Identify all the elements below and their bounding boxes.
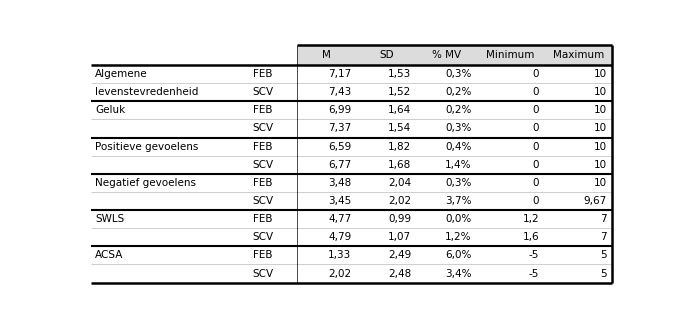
Text: Maximum: Maximum bbox=[553, 50, 604, 60]
Text: 10: 10 bbox=[593, 160, 606, 170]
Text: 0,2%: 0,2% bbox=[445, 87, 471, 97]
Text: ACSA: ACSA bbox=[95, 250, 123, 260]
Text: 10: 10 bbox=[593, 178, 606, 188]
Text: FEB: FEB bbox=[252, 105, 272, 115]
Text: 7,37: 7,37 bbox=[328, 123, 351, 133]
Text: SCV: SCV bbox=[252, 160, 274, 170]
Text: 7: 7 bbox=[600, 214, 606, 224]
Text: SCV: SCV bbox=[252, 123, 274, 133]
Text: 0: 0 bbox=[532, 123, 539, 133]
Text: 10: 10 bbox=[593, 105, 606, 115]
Text: 1,54: 1,54 bbox=[388, 123, 412, 133]
Text: 0: 0 bbox=[532, 196, 539, 206]
Text: % MV: % MV bbox=[432, 50, 461, 60]
Text: 1,53: 1,53 bbox=[388, 69, 412, 79]
Text: Geluk: Geluk bbox=[95, 105, 126, 115]
Text: 4,77: 4,77 bbox=[328, 214, 351, 224]
Text: 6,59: 6,59 bbox=[328, 142, 351, 152]
Text: 0,3%: 0,3% bbox=[445, 123, 471, 133]
Text: FEB: FEB bbox=[252, 214, 272, 224]
Text: 1,52: 1,52 bbox=[388, 87, 412, 97]
Text: SD: SD bbox=[379, 50, 394, 60]
Text: Algemene: Algemene bbox=[95, 69, 148, 79]
Text: 3,4%: 3,4% bbox=[445, 268, 471, 279]
Text: 0,0%: 0,0% bbox=[445, 214, 471, 224]
Text: 5: 5 bbox=[600, 250, 606, 260]
Text: 2,02: 2,02 bbox=[388, 196, 412, 206]
Text: 10: 10 bbox=[593, 123, 606, 133]
Text: 7,17: 7,17 bbox=[328, 69, 351, 79]
Text: 3,48: 3,48 bbox=[328, 178, 351, 188]
Text: 7: 7 bbox=[600, 232, 606, 242]
Text: SCV: SCV bbox=[252, 232, 274, 242]
Text: 6,99: 6,99 bbox=[328, 105, 351, 115]
Text: 1,2: 1,2 bbox=[523, 214, 539, 224]
Text: 7,43: 7,43 bbox=[328, 87, 351, 97]
Text: 1,68: 1,68 bbox=[388, 160, 412, 170]
Text: 1,82: 1,82 bbox=[388, 142, 412, 152]
Text: 0: 0 bbox=[532, 87, 539, 97]
Text: 0: 0 bbox=[532, 69, 539, 79]
Bar bbox=[297, 45, 612, 65]
Text: -5: -5 bbox=[529, 250, 539, 260]
Text: 10: 10 bbox=[593, 87, 606, 97]
Text: 5: 5 bbox=[600, 268, 606, 279]
Text: FEB: FEB bbox=[252, 69, 272, 79]
Text: levenstevredenheid: levenstevredenheid bbox=[95, 87, 199, 97]
Text: FEB: FEB bbox=[252, 142, 272, 152]
Text: 0: 0 bbox=[532, 142, 539, 152]
Text: 2,02: 2,02 bbox=[329, 268, 351, 279]
Text: 1,2%: 1,2% bbox=[445, 232, 471, 242]
Text: 0: 0 bbox=[532, 178, 539, 188]
Text: 0: 0 bbox=[532, 105, 539, 115]
Text: SWLS: SWLS bbox=[95, 214, 125, 224]
Text: 6,0%: 6,0% bbox=[445, 250, 471, 260]
Text: SCV: SCV bbox=[252, 87, 274, 97]
Text: 1,6: 1,6 bbox=[523, 232, 539, 242]
Text: 1,33: 1,33 bbox=[328, 250, 351, 260]
Text: 10: 10 bbox=[593, 142, 606, 152]
Text: 0: 0 bbox=[532, 160, 539, 170]
Text: 4,79: 4,79 bbox=[328, 232, 351, 242]
Text: 2,48: 2,48 bbox=[388, 268, 412, 279]
Text: 2,49: 2,49 bbox=[388, 250, 412, 260]
Text: 0,99: 0,99 bbox=[388, 214, 412, 224]
Text: SCV: SCV bbox=[252, 268, 274, 279]
Text: SCV: SCV bbox=[252, 196, 274, 206]
Text: 9,67: 9,67 bbox=[584, 196, 606, 206]
Text: 0,4%: 0,4% bbox=[445, 142, 471, 152]
Text: Negatief gevoelens: Negatief gevoelens bbox=[95, 178, 196, 188]
Text: M: M bbox=[322, 50, 331, 60]
Text: 1,64: 1,64 bbox=[388, 105, 412, 115]
Text: 6,77: 6,77 bbox=[328, 160, 351, 170]
Text: 0,3%: 0,3% bbox=[445, 69, 471, 79]
Text: 3,45: 3,45 bbox=[328, 196, 351, 206]
Text: FEB: FEB bbox=[252, 250, 272, 260]
Text: Minimum: Minimum bbox=[486, 50, 534, 60]
Text: 10: 10 bbox=[593, 69, 606, 79]
Text: FEB: FEB bbox=[252, 178, 272, 188]
Text: -5: -5 bbox=[529, 268, 539, 279]
Text: 3,7%: 3,7% bbox=[445, 196, 471, 206]
Text: Positieve gevoelens: Positieve gevoelens bbox=[95, 142, 199, 152]
Text: 0,3%: 0,3% bbox=[445, 178, 471, 188]
Text: 0,2%: 0,2% bbox=[445, 105, 471, 115]
Text: 2,04: 2,04 bbox=[388, 178, 412, 188]
Text: 1,07: 1,07 bbox=[388, 232, 412, 242]
Text: 1,4%: 1,4% bbox=[445, 160, 471, 170]
